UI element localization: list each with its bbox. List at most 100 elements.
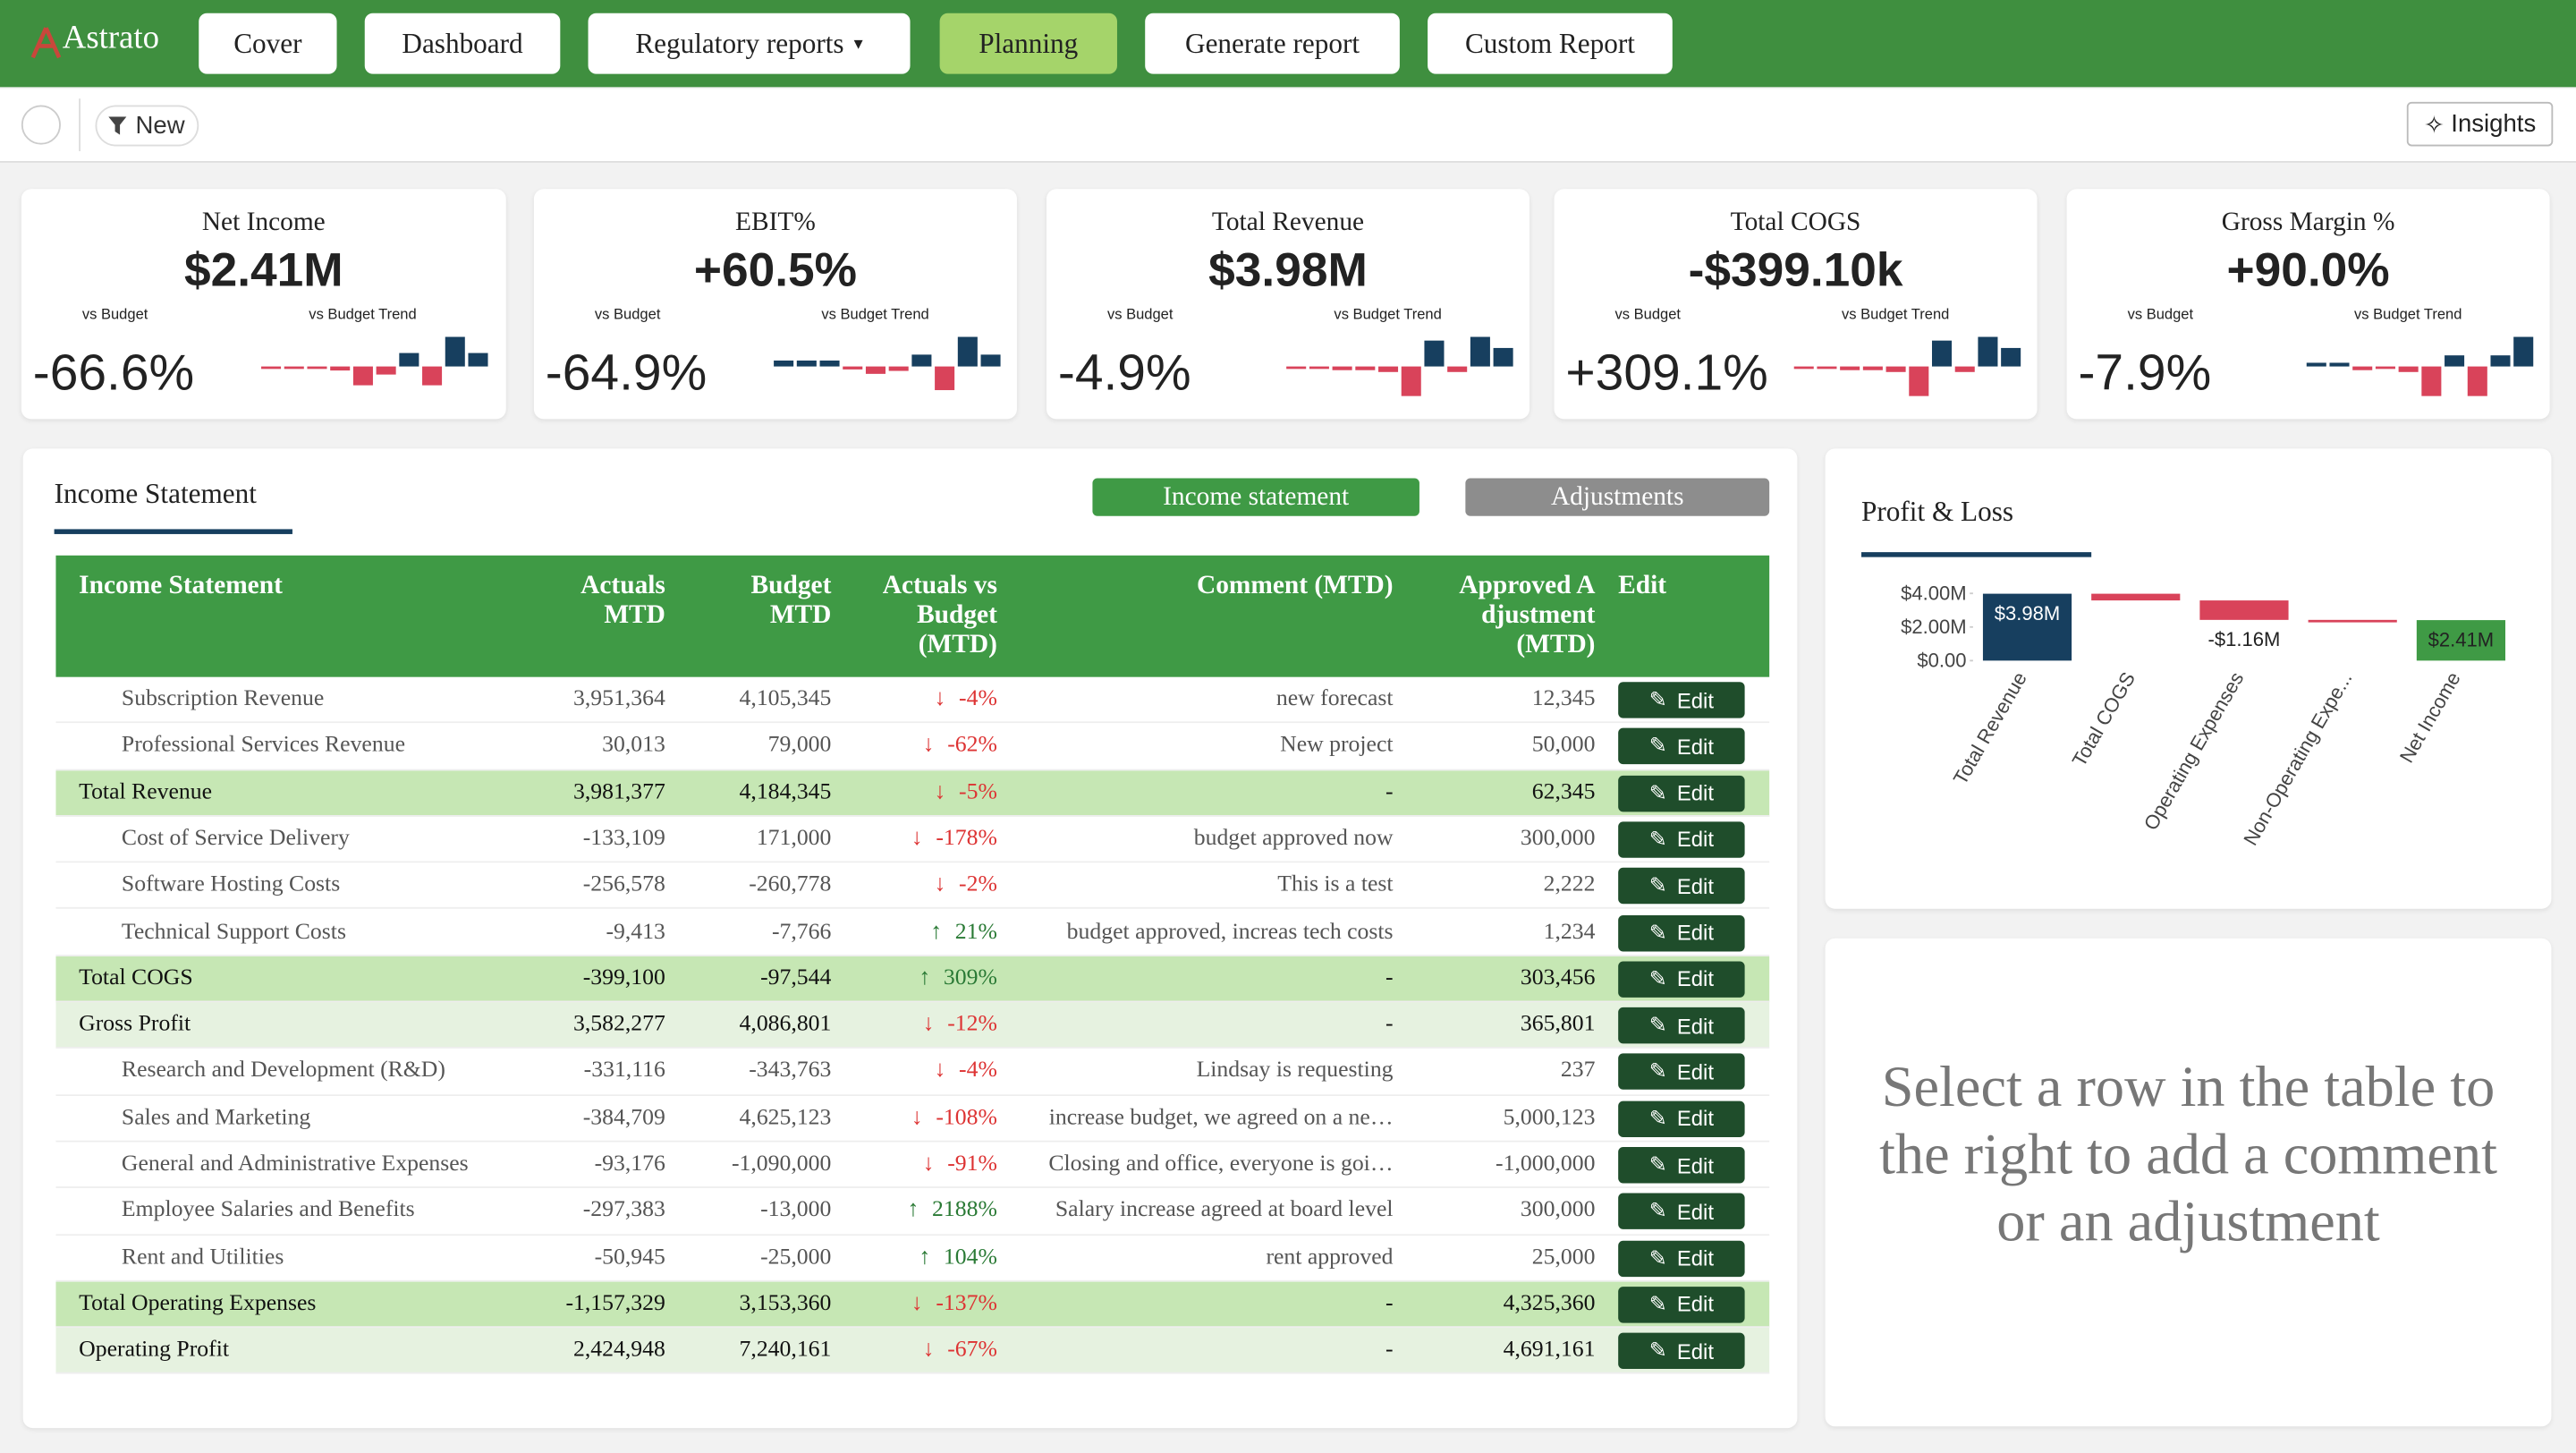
page-icon[interactable] [21,105,61,145]
variance-value: -12% [947,1012,997,1038]
edit-button[interactable]: ✎ Edit [1618,914,1745,951]
table-row[interactable]: Total Operating Expenses -1,157,329 3,153,… [55,1281,1770,1329]
pencil-icon: ✎ [1648,919,1667,945]
edit-label: Edit [1676,873,1714,899]
number-cell: 365,801 [1520,1012,1596,1038]
edit-button[interactable]: ✎ Edit [1618,961,1745,998]
variance-cell: ↓ -4% [934,687,996,713]
edit-button[interactable]: ✎ Edit [1618,1239,1745,1277]
column-header: Actuals MTD [580,572,665,630]
variance-cell: ↓ -12% [923,1013,997,1039]
table-row[interactable]: Gross Profit 3,582,277 4,086,801 ↓ -12% - 365,… [55,1002,1770,1049]
edit-button[interactable]: ✎ Edit [1618,1332,1745,1370]
chart: $0.00 $2.00M $4.00M $3.98M Total Revenue Tota… [1901,582,2506,849]
table-row[interactable]: Software Hosting Costs -256,578 -260,778 ↓ -… [55,862,1770,910]
number-cell: -384,709 [582,1105,665,1131]
arrow-down: ↓ [922,1338,935,1363]
table-row[interactable]: Research and Development (R&D) -331,116 -3… [55,1049,1770,1096]
spark-bar [261,366,282,370]
edit-button[interactable]: ✎ Edit [1618,775,1745,811]
logo-icon [30,27,62,59]
sparkle-icon: ✧ [2423,110,2445,140]
variance-cell: ↑ 2188% [907,1199,996,1225]
kpi-card: Total COGS -$399.10k vs Budget vs Budget Tr… [1554,189,2038,420]
edit-label: Edit [1676,966,1714,992]
table-row[interactable]: Rent and Utilities -50,945 -25,000 ↑ 104% ren… [55,1235,1770,1282]
table-row[interactable]: Technical Support Costs -9,413 -7,766 ↑ 21% b… [55,909,1770,956]
sparkline [2306,336,2534,396]
number-cell: -13,000 [760,1198,832,1224]
kpi-value: +60.5% [693,244,857,298]
data-label: $3.98M [1995,602,2060,625]
row-label: Professional Services Revenue [121,733,405,759]
number-cell: 4,105,345 [739,686,832,712]
edit-label: Edit [1676,920,1714,946]
filter-button[interactable]: New [95,105,199,147]
row-label: Total COGS [79,965,193,991]
edit-button[interactable]: ✎ Edit [1618,868,1745,905]
spark-bar [865,366,886,374]
kpi-trend-label: vs Budget Trend [309,305,417,322]
table-row[interactable]: Professional Services Revenue 30,013 79,00… [55,723,1770,770]
table-row[interactable]: General and Administrative Expenses -93,1… [55,1142,1770,1189]
insights-button[interactable]: ✧ Insights [2406,101,2554,147]
comment: budget approved, increas tech costs [1066,919,1394,945]
pl-panel: Profit & Loss $0.00 $2.00M $4.00M $3.98M Tot… [1825,448,2552,909]
table-row[interactable]: Operating Profit 2,424,948 7,240,161 ↓ -67% -… [55,1328,1770,1375]
kpi-card: Total Revenue $3.98M vs Budget vs Budget Tr… [1046,189,1530,420]
tab-income[interactable]: Income statement [1092,478,1419,516]
spark-bar [284,366,304,370]
bar [2091,593,2181,601]
table-header: Income Statement Actuals MTD Budget MTD Act… [55,555,1770,677]
number-cell: 4,184,345 [739,779,832,805]
edit-button[interactable]: ✎ Edit [1618,1054,1745,1091]
edit-label: Edit [1676,1199,1714,1224]
edit-button[interactable]: ✎ Edit [1618,682,1745,718]
table-row[interactable]: Employee Salaries and Benefits -297,383 -1… [55,1188,1770,1236]
tab-adjustments[interactable]: Adjustments [1465,478,1770,516]
table-row[interactable]: Total COGS -399,100 -97,544 ↑ 309% - 303,456 ✎ E… [55,956,1770,1003]
comment: increase budget, we agreed on a ne… [1048,1105,1394,1131]
variance-value: 2188% [932,1198,997,1224]
edit-button[interactable]: ✎ Edit [1618,1100,1745,1137]
comment: new forecast [1275,686,1394,712]
comment: - [1385,965,1394,991]
bar [2416,620,2506,661]
edit-button[interactable]: ✎ Edit [1618,821,1745,858]
spark-bar [445,336,465,367]
kpi-title: Net Income [201,208,326,237]
nav-button[interactable]: Planning [939,13,1117,74]
x-tick-label: Non-Operating Expe... [2239,668,2356,849]
edit-label: Edit [1676,1013,1714,1039]
nav-button[interactable]: Generate report [1145,13,1400,74]
spark-bar [2329,362,2350,367]
pencil-icon: ✎ [1648,826,1667,852]
row-label: Employee Salaries and Benefits [121,1198,415,1224]
nav-button[interactable]: Dashboard [364,13,561,74]
pencil-icon: ✎ [1648,1291,1667,1317]
edit-button[interactable]: ✎ Edit [1618,728,1745,765]
table-row[interactable]: Subscription Revenue 3,951,364 4,105,345 ↓ -… [55,676,1770,724]
edit-button[interactable]: ✎ Edit [1618,1007,1745,1044]
kpi-vs-label: vs Budget [594,305,661,322]
pencil-icon: ✎ [1648,1105,1667,1131]
variance-value: -108% [936,1105,997,1131]
nav-button[interactable]: Regulatory reports ▾ [588,13,911,74]
nav-button[interactable]: Custom Report [1428,13,1673,74]
table-row[interactable]: Cost of Service Delivery -133,109 171,000 ↓… [55,816,1770,863]
spark-bar [1286,366,1307,370]
table-row[interactable]: Total Revenue 3,981,377 4,184,345 ↓ -5% - 62,3… [55,769,1770,817]
table-row[interactable]: Sales and Marketing -384,709 4,625,123 ↓ -10… [55,1095,1770,1143]
pencil-icon: ✎ [1648,686,1667,712]
edit-button[interactable]: ✎ Edit [1618,1286,1745,1323]
nav-button[interactable]: Cover [199,13,337,74]
edit-button[interactable]: ✎ Edit [1618,1147,1745,1184]
edit-button[interactable]: ✎ Edit [1618,1194,1745,1230]
variance-value: -137% [936,1291,997,1317]
arrow-down: ↓ [934,686,946,712]
divider [79,98,80,151]
spark-bar [1447,366,1468,372]
spark-bar [843,366,863,370]
variance-value: 21% [954,919,997,945]
